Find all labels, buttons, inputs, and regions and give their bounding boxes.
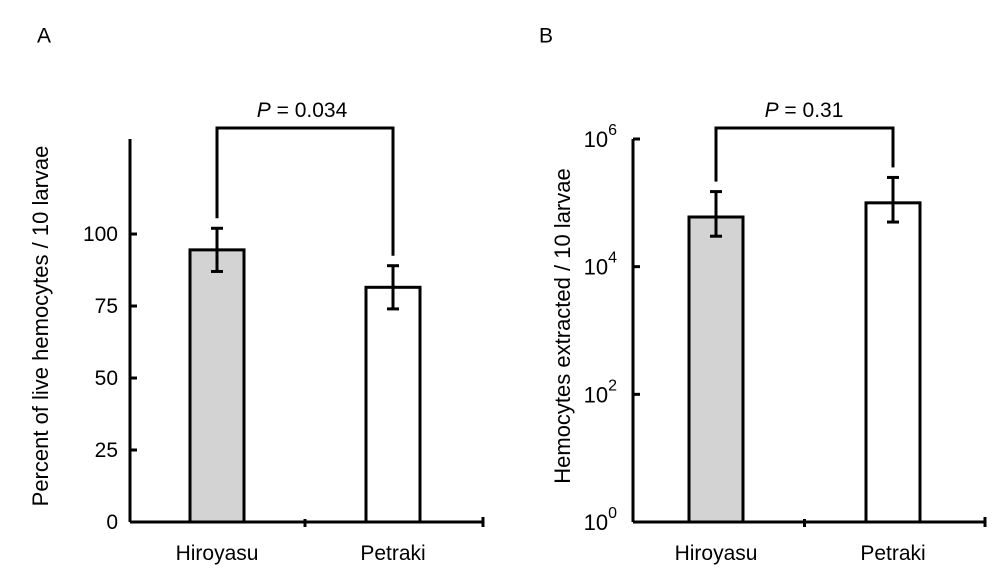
panel-label: A (37, 25, 51, 48)
y-tick-label: 100 (83, 223, 118, 246)
y-tick-label: 25 (95, 439, 118, 462)
panel-label: B (539, 25, 553, 48)
y-tick-label: 75 (95, 295, 118, 318)
y-axis-label: Hemocytes extracted / 10 larvae (550, 168, 575, 483)
x-tick-label: Hiroyasu (176, 542, 259, 565)
bar-hiroyasu (188, 248, 246, 524)
p-value-label: P = 0.31 (765, 99, 844, 122)
y-axis-label: Percent of live hemocytes / 10 larvae (28, 146, 53, 507)
bar-petraki (864, 201, 922, 524)
x-tick-label: Petraki (860, 542, 925, 565)
y-tick-label: 0 (106, 511, 118, 534)
bar-petraki (364, 285, 422, 524)
y-tick-label: 100 (584, 505, 617, 535)
y-tick-label: 106 (584, 122, 617, 152)
chart-panel-a: A 0 25 50 75 100 Percent of live hemocytes / 1… (28, 25, 485, 565)
p-value-label: P = 0.034 (257, 99, 348, 122)
y-tick-label: 104 (584, 250, 617, 280)
y-tick-label: 50 (95, 367, 118, 390)
chart-panel-b: B 100 102 104 106 Hemocytes extracted / 10 la… (539, 25, 987, 565)
x-tick-label: Hiroyasu (675, 542, 758, 565)
x-tick-label: Petraki (360, 542, 425, 565)
y-tick-label: 102 (584, 377, 617, 407)
bar-hiroyasu (687, 215, 745, 524)
